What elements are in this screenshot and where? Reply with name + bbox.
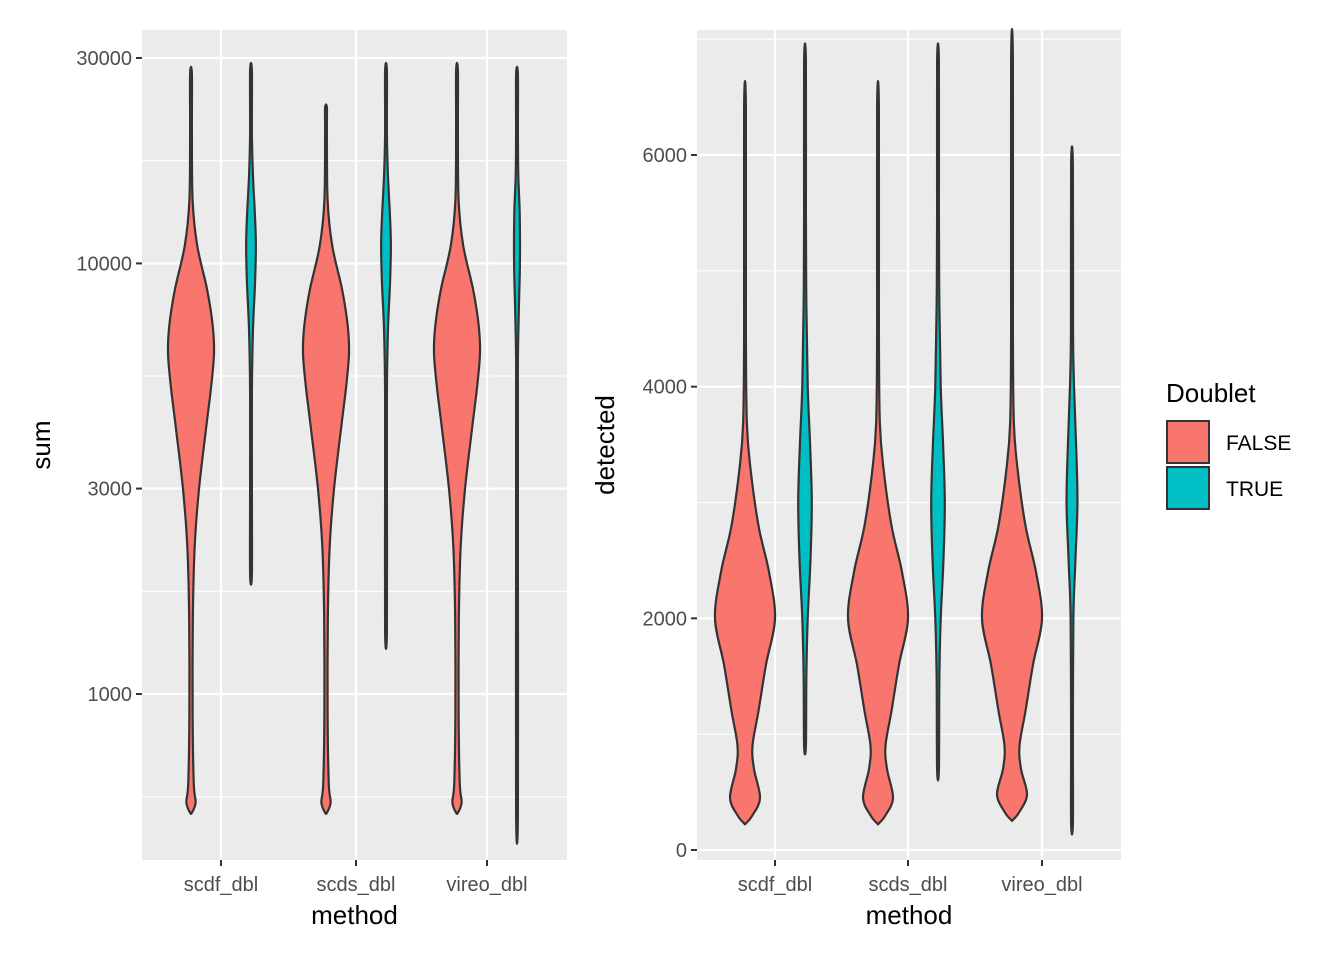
x-axis-title: method bbox=[866, 900, 953, 930]
y-tick-label: 0 bbox=[676, 840, 687, 862]
y-tick-label: 1000 bbox=[88, 684, 133, 706]
legend-title: Doublet bbox=[1166, 378, 1256, 408]
violin-false-scdf_dbl bbox=[713, 80, 777, 826]
y-tick-label: 3000 bbox=[88, 479, 133, 501]
violin-false-scds_dbl bbox=[301, 103, 351, 816]
left-panel-sum: 1000 3000 10000 30000 scdf_dbl scds_dbl vireo_… bbox=[26, 30, 567, 930]
violin-true-scdf_dbl bbox=[245, 61, 257, 586]
legend-key-false bbox=[1166, 420, 1210, 464]
violin-true-vireo_dbl bbox=[512, 65, 522, 845]
y-axis-title: sum bbox=[26, 420, 56, 469]
violin-false-scdf_dbl bbox=[166, 65, 216, 816]
x-tick-label: vireo_dbl bbox=[446, 874, 527, 896]
violin-true-scdf_dbl bbox=[797, 42, 813, 756]
y-tick-label: 4000 bbox=[643, 377, 688, 399]
panel-background bbox=[142, 30, 567, 860]
x-tick-label: scdf_dbl bbox=[184, 874, 259, 896]
y-tick-label: 6000 bbox=[643, 145, 688, 167]
violin-true-scds_dbl bbox=[930, 42, 946, 782]
x-tick-label: scds_dbl bbox=[317, 874, 396, 896]
violin-true-scds_dbl bbox=[380, 61, 392, 650]
x-tick-label: scdf_dbl bbox=[738, 874, 813, 896]
x-tick-label: vireo_dbl bbox=[1001, 874, 1082, 896]
legend-key-true bbox=[1166, 466, 1210, 510]
violin-false-scds_dbl bbox=[846, 80, 910, 826]
y-tick-label: 10000 bbox=[76, 253, 132, 275]
violin-false-vireo_dbl bbox=[980, 27, 1044, 822]
y-tick-label: 30000 bbox=[76, 48, 132, 70]
violin-true-vireo_dbl bbox=[1065, 145, 1079, 836]
legend: Doublet FALSE TRUE bbox=[1166, 378, 1291, 510]
y-tick-label: 2000 bbox=[643, 608, 688, 630]
y-axis-title: detected bbox=[590, 395, 620, 495]
right-panel-detected: 0 2000 4000 6000 scdf_dbl scds_dbl vireo_dblme… bbox=[590, 27, 1121, 930]
violin-false-vireo_dbl bbox=[432, 61, 482, 816]
legend-label-false: FALSE bbox=[1226, 432, 1291, 455]
x-tick-label: scds_dbl bbox=[869, 874, 948, 896]
x-axis-title: method bbox=[311, 900, 398, 930]
legend-label-true: TRUE bbox=[1226, 478, 1283, 501]
